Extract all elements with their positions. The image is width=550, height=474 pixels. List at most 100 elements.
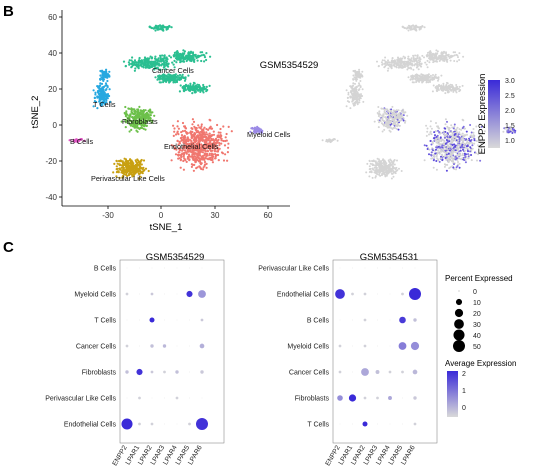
tsne-point	[191, 123, 194, 126]
feature-point	[352, 74, 355, 77]
feature-point	[443, 60, 446, 62]
tsne-point	[196, 134, 200, 137]
feature-point	[398, 111, 401, 114]
tsne-point	[189, 57, 192, 60]
feature-point	[384, 175, 387, 178]
feature-point	[389, 63, 391, 66]
tsne-point	[197, 124, 200, 127]
tsne-point	[162, 74, 165, 78]
tsne-point	[192, 138, 195, 142]
tsne-point	[182, 76, 185, 79]
tsne-point	[145, 116, 148, 119]
feature-point	[401, 57, 404, 60]
tsne-point	[168, 25, 171, 28]
feature-point	[444, 127, 447, 130]
tsne-point	[160, 59, 163, 62]
tsne-point	[127, 61, 130, 64]
dotplot-dot	[164, 397, 165, 399]
feature-point	[421, 75, 424, 78]
feature-point	[514, 131, 516, 134]
tsne-point	[126, 161, 129, 164]
feature-point	[442, 82, 445, 85]
tsne-point	[96, 90, 99, 93]
size-legend-value: 30	[473, 322, 481, 329]
dotplot-dot	[377, 319, 378, 321]
tsne-point	[138, 127, 141, 131]
dotplot-dot	[402, 267, 403, 269]
feature-point	[381, 107, 384, 110]
feature-point	[385, 172, 388, 175]
feature-point	[436, 60, 438, 63]
feature-point	[429, 74, 432, 77]
feature-legend-tick: 1.0	[505, 138, 515, 145]
feature-point	[454, 151, 457, 154]
feature-point	[359, 96, 362, 98]
tsne-point	[176, 74, 179, 77]
feature-point	[444, 163, 447, 166]
tsne-x-label: tSNE_1	[150, 222, 183, 233]
feature-point	[461, 132, 464, 135]
feature-point	[376, 173, 379, 176]
tsne-point	[176, 130, 179, 133]
tsne-point	[106, 76, 109, 79]
dotplot-dot	[125, 344, 129, 348]
size-legend-dot	[455, 298, 463, 306]
feature-legend-tick: 3.0	[505, 78, 515, 85]
dotplot-dot	[189, 267, 190, 269]
tsne-point	[181, 138, 184, 142]
feature-point	[397, 128, 400, 131]
dotplot-dot	[414, 267, 416, 269]
feature-point	[445, 52, 447, 55]
dotplot-dot	[389, 319, 391, 321]
feature-point	[443, 145, 445, 148]
dotplot-dot	[388, 396, 392, 400]
tsne-point	[104, 74, 107, 77]
tsne-plot: -30 0 30 60 60 40 20 0 -20 -40 tSNE_1 tS…	[30, 10, 291, 233]
tsne-point	[175, 51, 178, 54]
feature-point	[436, 153, 439, 156]
tsne-point	[202, 91, 205, 94]
dotplot-2-title: GSM5354531	[360, 252, 419, 263]
feature-point	[466, 141, 469, 144]
dotplot-dot	[200, 318, 204, 322]
dotplot-row-label: Perivascular Like Cells	[258, 266, 329, 273]
tsne-point	[181, 152, 184, 155]
feature-point	[452, 51, 455, 54]
feature-point	[422, 79, 425, 82]
tsne-point	[149, 116, 152, 119]
tsne-point	[189, 50, 193, 53]
dotplot-dot	[377, 423, 378, 425]
tsne-point	[181, 52, 184, 55]
feature-point	[431, 90, 434, 93]
tsne-point	[115, 171, 118, 174]
feature-point	[451, 84, 454, 87]
feature-point	[438, 142, 441, 145]
feature-point	[394, 117, 397, 119]
feature-point	[412, 24, 414, 27]
feature-point	[381, 115, 384, 118]
tsne-point	[211, 161, 214, 164]
tsne-point	[147, 109, 150, 113]
feature-point	[464, 138, 467, 141]
tsne-point	[139, 165, 142, 168]
feature-point	[410, 63, 413, 66]
feature-point	[400, 66, 403, 69]
feature-point	[442, 132, 445, 135]
feature-point	[373, 171, 376, 174]
tsne-point	[205, 58, 208, 62]
tsne-point	[149, 111, 152, 114]
tsne-point	[146, 57, 149, 60]
tsne-point	[98, 98, 101, 101]
tsne-point	[116, 168, 119, 171]
feature-point	[431, 58, 434, 60]
tsne-point	[176, 120, 179, 123]
tsne-point	[180, 154, 183, 157]
tsne-point	[149, 114, 152, 117]
tsne-point	[192, 151, 195, 154]
tsne-point	[99, 74, 102, 77]
tsne-point	[186, 136, 189, 139]
feature-point	[407, 55, 410, 58]
dotplot-row-label: B Cells	[307, 318, 330, 325]
tsne-point	[171, 78, 174, 81]
